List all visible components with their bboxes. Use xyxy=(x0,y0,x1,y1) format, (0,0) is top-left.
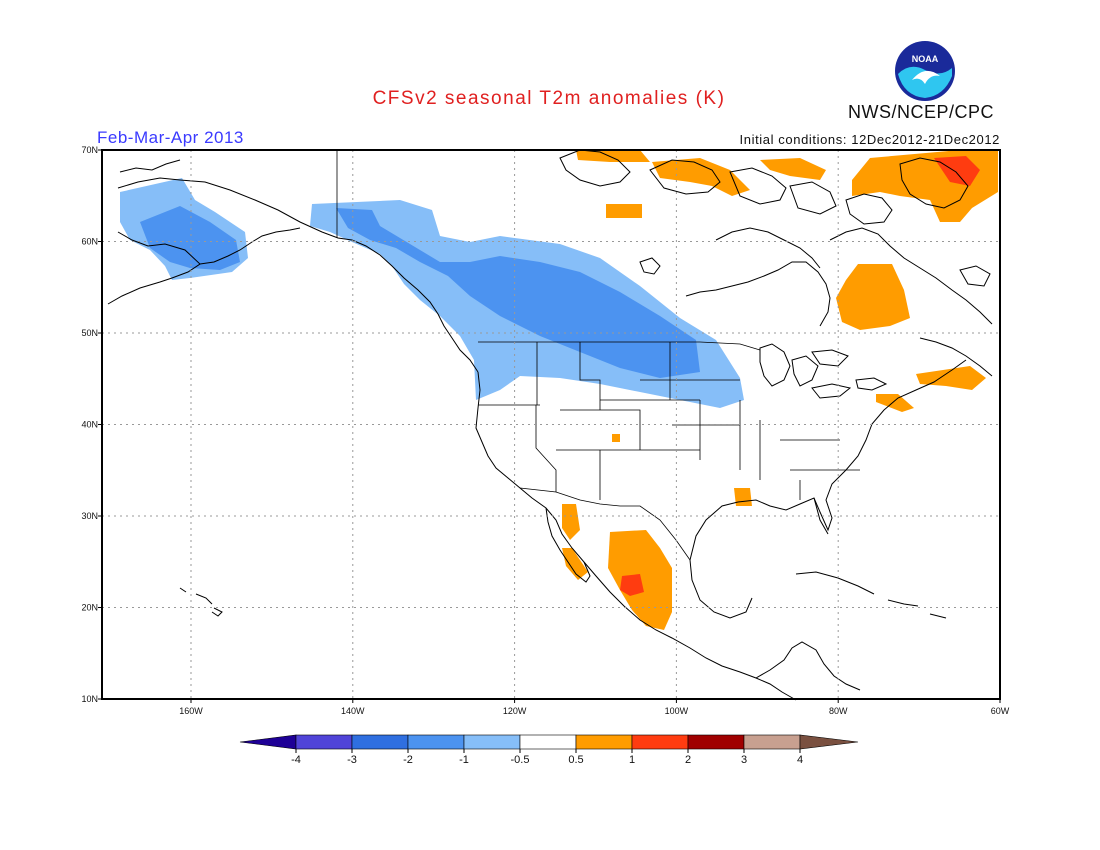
noaa-logo: NOAA xyxy=(895,41,955,101)
colorbar-segment xyxy=(743,734,801,750)
lat-label: 20N xyxy=(81,603,98,613)
anomaly-region xyxy=(576,150,650,162)
colorbar-label: -2 xyxy=(403,754,413,766)
lat-label: 70N xyxy=(81,145,98,155)
lon-label: 160W xyxy=(179,706,203,716)
colorbar-arrow-right xyxy=(799,734,859,750)
graticule xyxy=(102,150,1000,699)
anomaly-region xyxy=(612,434,620,442)
lat-label: 30N xyxy=(81,511,98,521)
colorbar-segment xyxy=(295,734,353,750)
colorbar-label: 1 xyxy=(629,754,635,766)
colorbar-segment xyxy=(463,734,521,750)
coastlines xyxy=(107,149,993,701)
anomaly-region xyxy=(652,158,750,196)
colorbar-segment xyxy=(631,734,689,750)
lat-label: 50N xyxy=(81,328,98,338)
anomaly-region xyxy=(934,156,980,186)
lat-label: 60N xyxy=(81,237,98,247)
colorbar-label: 3 xyxy=(741,754,747,766)
lon-label: 80W xyxy=(829,706,848,716)
colorbar-label: 0.5 xyxy=(568,754,583,766)
lon-label: 120W xyxy=(503,706,527,716)
anomaly-region xyxy=(876,394,914,412)
anomaly-region xyxy=(620,574,644,596)
colorbar-segment xyxy=(575,734,633,750)
anomaly-region xyxy=(562,548,588,580)
colorbar-label: -0.5 xyxy=(511,754,530,766)
anomaly-region xyxy=(760,158,826,180)
lat-label: 40N xyxy=(81,420,98,430)
colorbar-label: 4 xyxy=(797,754,803,766)
colorbar-label: 2 xyxy=(685,754,691,766)
initial-conditions: Initial conditions: 12Dec2012-21Dec2012 xyxy=(739,132,1000,147)
axis-ticks: 70N 60N 50N 40N 30N 20N 10N 160W 140W 120W 100W 80W… xyxy=(81,145,1009,716)
lat-label: 10N xyxy=(81,694,98,704)
anomaly-region xyxy=(916,366,986,390)
anomaly-cells xyxy=(120,150,998,630)
colorbar-segment xyxy=(687,734,745,750)
anomaly-region xyxy=(140,206,240,270)
anomaly-region xyxy=(562,504,580,540)
colorbar-segment xyxy=(351,734,409,750)
chart-title: CFSv2 seasonal T2m anomalies (K) xyxy=(372,88,726,109)
anomaly-region xyxy=(336,208,700,378)
colorbar-label: -1 xyxy=(459,754,469,766)
logo-text: NOAA xyxy=(912,54,939,64)
lon-label: 140W xyxy=(341,706,365,716)
lon-label: 60W xyxy=(991,706,1010,716)
colorbar-segment xyxy=(519,734,577,750)
lon-label: 100W xyxy=(665,706,689,716)
colorbar-segment xyxy=(407,734,465,750)
anomaly-region xyxy=(836,264,910,330)
colorbar-label: -3 xyxy=(347,754,357,766)
colorbar-label: -4 xyxy=(291,754,301,766)
anomaly-region xyxy=(606,204,642,218)
agency-label: NWS/NCEP/CPC xyxy=(848,102,995,122)
forecast-period: Feb-Mar-Apr 2013 xyxy=(97,128,244,147)
colorbar-arrow-left xyxy=(239,734,297,750)
political-borders xyxy=(336,150,860,561)
